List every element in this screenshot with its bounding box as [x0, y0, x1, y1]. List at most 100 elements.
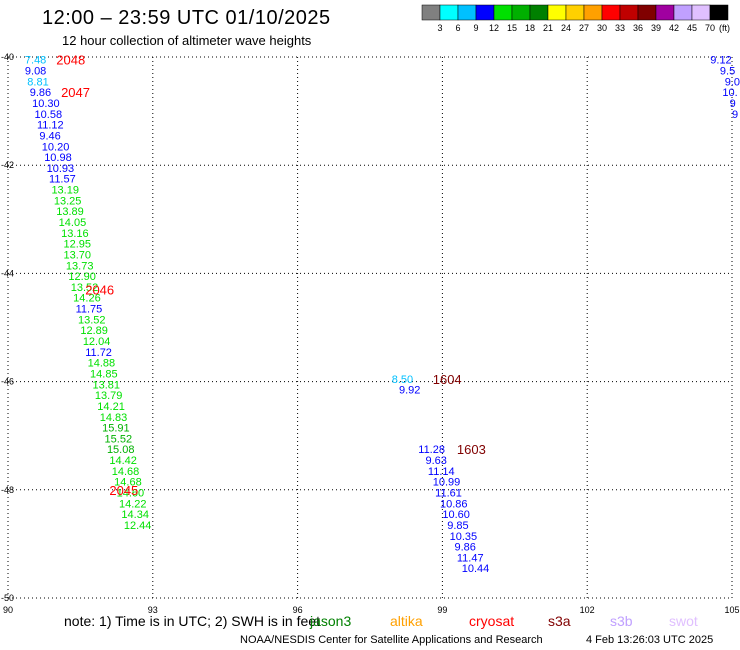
lon-tick-label: 90 — [3, 605, 13, 615]
legend-label: 42 — [669, 23, 679, 33]
wave-height-observation: 9.92 — [399, 385, 420, 397]
track-time-label: 1603 — [457, 442, 486, 457]
legend-label: 3 — [437, 23, 442, 33]
credit-line: NOAA/NESDIS Center for Satellite Applica… — [240, 634, 543, 646]
lon-tick-label: 93 — [148, 605, 158, 615]
legend-label: 15 — [507, 23, 517, 33]
wave-height-observation: 12.89 — [80, 325, 108, 337]
wave-height-observation: 10.58 — [35, 109, 63, 121]
legend-label: 33 — [615, 23, 625, 33]
lat-tick-label: -48 — [1, 485, 14, 495]
wave-height-observation: 13.52 — [78, 314, 106, 326]
wave-height-observation: 11.14 — [428, 466, 455, 478]
track-time-label: 2048 — [56, 53, 85, 68]
wave-height-observation: 9 — [730, 98, 736, 110]
wave-height-observation: 13.70 — [64, 249, 92, 261]
wave-height-observation: 10.35 — [450, 531, 478, 543]
legend-label: 36 — [633, 23, 643, 33]
legend-label: 27 — [579, 23, 589, 33]
legend-label: 18 — [525, 23, 535, 33]
wave-height-observation: 13.79 — [95, 390, 123, 402]
color-legend: 3 6 9 12 15 18 21 24 27 30 33 36 39 42 45 70 (ft) — [421, 4, 730, 33]
wave-height-observation: 15.52 — [105, 433, 133, 445]
wave-height-observation: 10.99 — [433, 477, 461, 489]
wave-height-observation: 13.25 — [54, 195, 82, 207]
wave-height-observation: 14.85 — [90, 368, 118, 380]
wave-height-observation: 9.0 — [725, 76, 740, 88]
wave-height-observation: 10.98 — [44, 152, 72, 164]
wave-height-observation: 13.16 — [61, 228, 89, 240]
wave-height-observation: 9.08 — [25, 66, 46, 78]
wave-height-observation: 11.61 — [435, 488, 462, 500]
wave-height-observation: 14.68 — [112, 466, 140, 478]
wave-height-observation: 10.93 — [47, 163, 75, 175]
wave-height-observation: 14.05 — [59, 217, 87, 229]
satellite-legend-s3b: s3b — [610, 613, 633, 629]
wave-height-observation: 9.46 — [39, 130, 60, 142]
satellite-legend-jason3: jason3 — [310, 613, 352, 629]
legend-swatch — [709, 4, 729, 21]
wave-height-observation: 10.30 — [32, 98, 60, 110]
wave-height-observation: 9.86 — [30, 87, 51, 99]
wave-height-observation: 12.44 — [124, 520, 152, 532]
wave-height-observation: 12.90 — [68, 271, 96, 283]
wave-height-observation: 11.12 — [37, 120, 64, 132]
track-time-label: 2046 — [85, 283, 114, 298]
lat-tick-label: -46 — [1, 377, 14, 387]
wave-height-observation: 8.50 — [392, 374, 413, 386]
wave-height-observation: 13.81 — [92, 379, 120, 391]
wave-height-observation: 10.20 — [42, 141, 70, 153]
wave-height-observation: 11.72 — [85, 347, 112, 359]
wave-height-observation: 14.60 — [117, 488, 145, 500]
wave-height-observation: 15.08 — [107, 444, 135, 456]
wave-height-observation: 11.75 — [76, 304, 103, 316]
wave-height-observation: 11.57 — [49, 174, 76, 186]
wave-height-observation: 15.91 — [102, 423, 130, 435]
satellite-legend-altika: altika — [390, 613, 423, 629]
legend-label: 21 — [543, 23, 553, 33]
wave-height-observation: 10. — [722, 87, 737, 99]
wave-height-observation: 10.60 — [442, 509, 470, 521]
wave-height-observation: 14.68 — [114, 477, 142, 489]
track-time-label: 1604 — [433, 372, 462, 387]
lat-tick-label: -50 — [1, 593, 14, 603]
wave-height-observation: 14.26 — [73, 293, 101, 305]
wave-height-observation: 14.88 — [88, 358, 116, 370]
wave-height-observation: 13.52 — [71, 282, 99, 294]
wave-height-observation: 13.19 — [51, 185, 79, 197]
track-time-label: 2045 — [109, 483, 138, 498]
wave-height-observation: 11.28 — [418, 444, 445, 456]
track-time-label: 2047 — [61, 85, 90, 100]
wave-height-observation: 10.44 — [462, 563, 490, 575]
legend-label: 30 — [597, 23, 607, 33]
generated-timestamp: 4 Feb 13:26:03 UTC 2025 — [586, 634, 714, 646]
legend-label: 6 — [455, 23, 460, 33]
wave-height-observation: 12.04 — [83, 336, 111, 348]
map-title: 12:00 – 23:59 UTC 01/10/2025 — [42, 7, 331, 29]
wave-height-observation: 10.86 — [440, 498, 468, 510]
wave-height-observation: 9.12 — [710, 55, 731, 67]
wave-height-observation: 14.34 — [121, 509, 149, 521]
lon-tick-label: 99 — [437, 605, 447, 615]
wave-height-observation: 7.48 — [25, 55, 46, 67]
wave-height-observation: 8.81 — [27, 76, 48, 88]
legend-label: 70 — [705, 23, 715, 33]
wave-height-observation: 11.47 — [457, 552, 484, 564]
wave-height-observation: 13.89 — [56, 206, 84, 218]
wave-height-observation: 9.86 — [454, 542, 475, 554]
lon-tick-label: 96 — [293, 605, 303, 615]
legend-label: 24 — [561, 23, 571, 33]
wave-height-observation: 14.21 — [97, 401, 125, 413]
wave-height-observation: 9.5 — [720, 66, 735, 78]
legend-label: 45 — [687, 23, 697, 33]
legend-label: 39 — [651, 23, 661, 33]
satellite-legend-s3a: s3a — [548, 613, 571, 629]
legend-label: 9 — [473, 23, 478, 33]
satellite-legend-swot: swot — [669, 613, 698, 629]
wave-height-observation: 12.95 — [64, 239, 92, 251]
wave-height-observation: 9 — [732, 109, 738, 121]
footer-note: note: 1) Time is in UTC; 2) SWH is in fe… — [64, 613, 320, 629]
wave-height-observation: 14.42 — [109, 455, 137, 467]
wave-height-observation: 14.22 — [119, 498, 147, 510]
wave-height-observation: 14.83 — [100, 412, 128, 424]
